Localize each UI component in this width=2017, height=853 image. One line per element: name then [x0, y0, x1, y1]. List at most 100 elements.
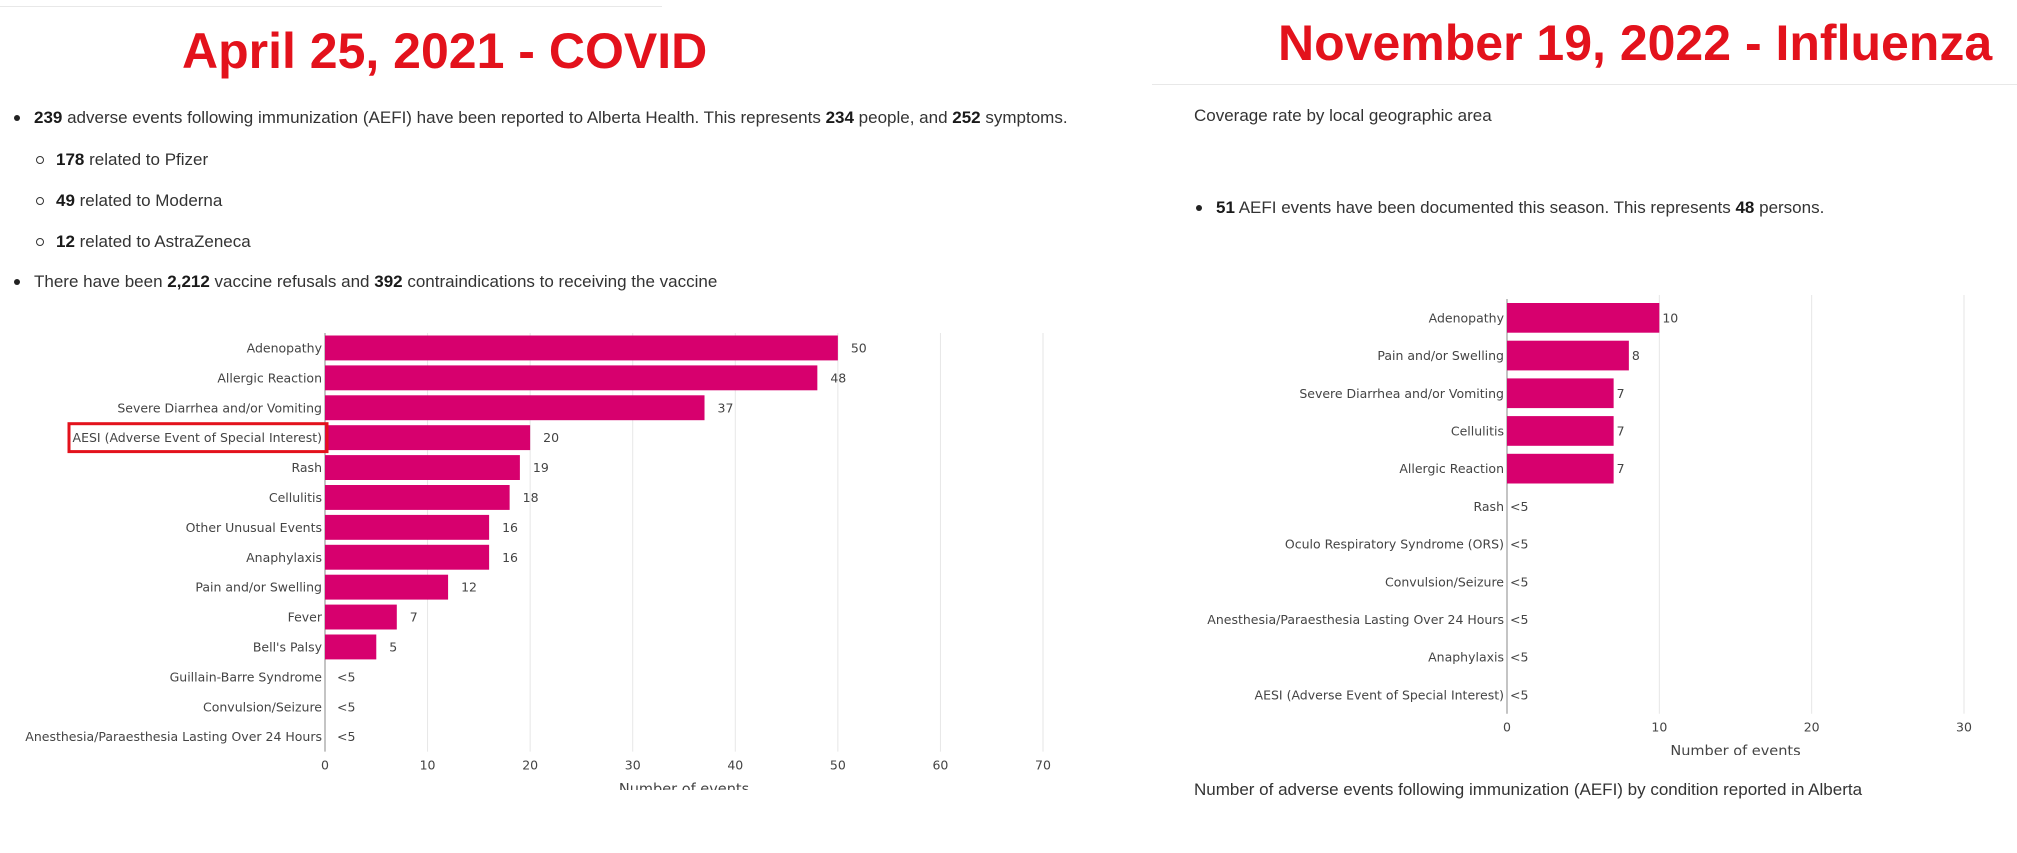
bar — [325, 455, 520, 480]
data-label: 16 — [502, 550, 518, 565]
bar — [1507, 378, 1614, 409]
events-count: 51 — [1216, 198, 1235, 217]
x-tick-label: 0 — [321, 758, 329, 773]
x-tick-label: 30 — [625, 758, 641, 773]
list-item: 49 related to Moderna — [36, 191, 251, 211]
summary-text: symptoms. — [980, 108, 1068, 127]
bullet-icon — [36, 197, 44, 205]
category-label: Bell's Palsy — [253, 639, 323, 654]
persons-count: 48 — [1735, 198, 1755, 217]
list-item: 178 related to Pfizer — [36, 150, 251, 170]
category-label: Severe Diarrhea and/or Vomiting — [117, 400, 322, 415]
refusal-text: There have been — [34, 272, 168, 291]
category-label: AESI (Adverse Event of Special Interest) — [1255, 687, 1504, 702]
summary-text: adverse events following immunization (A… — [62, 108, 826, 127]
data-label: 19 — [533, 460, 549, 475]
bar — [1507, 340, 1629, 371]
vaccine-label: related to Pfizer — [84, 150, 209, 169]
category-label: Fever — [288, 610, 323, 625]
category-label: AESI (Adverse Event of Special Interest) — [73, 430, 322, 445]
refusal-text: contraindications to receiving the vacci… — [402, 272, 718, 291]
left-bar-chart: 0 10 20 30 40 50 60 70 Adenopathy 50 Allergic Reac… — [25, 333, 1051, 790]
data-label: <5 — [1510, 612, 1528, 627]
category-label: Anesthesia/Paraesthesia Lasting Over 24 … — [1207, 612, 1504, 627]
refusal-text: vaccine refusals and — [209, 272, 375, 291]
list-item: 51 AEFI events have been documented this… — [1196, 198, 1825, 218]
bullet-icon — [36, 156, 44, 164]
category-label: Anesthesia/Paraesthesia Lasting Over 24 … — [25, 729, 322, 744]
data-label: 7 — [1617, 423, 1625, 438]
data-label: <5 — [1510, 650, 1528, 665]
category-label: Rash — [291, 460, 322, 475]
refusals-count: 2,212 — [167, 272, 210, 291]
data-label: 12 — [461, 580, 477, 595]
data-label: <5 — [1510, 537, 1528, 552]
x-tick-label: 50 — [830, 758, 846, 773]
data-label: 18 — [523, 490, 539, 505]
data-label: 37 — [718, 400, 734, 415]
x-tick-label: 0 — [1503, 720, 1511, 735]
data-label: 8 — [1632, 348, 1640, 363]
x-tick-label: 30 — [1956, 720, 1972, 735]
category-label: Adenopathy — [1429, 310, 1505, 325]
list-item: 239 adverse events following immunizatio… — [14, 108, 1068, 128]
highlight-box — [67, 422, 329, 454]
summary-text: people, and — [853, 108, 953, 127]
bullet-icon — [36, 238, 44, 246]
left-summary-list: 239 adverse events following immunizatio… — [14, 108, 1068, 128]
bar — [325, 485, 510, 510]
bar — [325, 544, 490, 570]
symptoms-count: 252 — [952, 108, 981, 127]
list-item: 12 related to AstraZeneca — [36, 232, 251, 252]
data-label: 50 — [851, 340, 867, 355]
data-label: <5 — [337, 669, 355, 684]
vaccine-label: related to AstraZeneca — [74, 232, 251, 251]
category-label: Pain and/or Swelling — [1377, 348, 1504, 363]
category-label: Anaphylaxis — [1428, 650, 1504, 665]
left-refusal-list: There have been 2,212 vaccine refusals a… — [14, 272, 718, 292]
x-axis-title: Number of events — [619, 782, 749, 790]
bullet-icon — [14, 279, 20, 285]
data-label: <5 — [337, 729, 355, 744]
category-label: Convulsion/Seizure — [203, 699, 322, 714]
x-axis-title: Number of events — [1670, 744, 1800, 755]
category-label: Allergic Reaction — [1399, 461, 1504, 476]
category-label: Cellulitis — [1451, 423, 1504, 438]
x-tick-label: 70 — [1035, 758, 1051, 773]
vaccine-count: 12 — [56, 232, 75, 251]
people-count: 234 — [825, 108, 854, 127]
data-label: 7 — [410, 610, 418, 625]
bullet-icon — [1196, 205, 1202, 211]
right-summary-list: 51 AEFI events have been documented this… — [1196, 198, 1825, 218]
data-label: <5 — [1510, 687, 1528, 702]
bar — [1507, 303, 1660, 333]
data-label: <5 — [337, 699, 355, 714]
category-label: Adenopathy — [247, 340, 323, 355]
x-tick-label: 10 — [420, 758, 436, 773]
bar — [325, 395, 705, 421]
right-title: November 19, 2022 - Influenza — [1278, 15, 1993, 71]
coverage-rate-heading: Coverage rate by local geographic area — [1194, 106, 1492, 125]
chart-caption: Number of adverse events following immun… — [1194, 780, 1863, 799]
right-top-rule — [1152, 84, 2017, 85]
x-tick-label: 20 — [522, 758, 538, 773]
x-tick-label: 60 — [932, 758, 948, 773]
category-label: Guillain-Barre Syndrome — [170, 669, 323, 684]
data-label: 16 — [502, 520, 518, 535]
data-label: 7 — [1617, 386, 1625, 401]
bar — [1507, 416, 1614, 446]
data-label: 7 — [1617, 461, 1625, 476]
bar — [1507, 453, 1614, 484]
left-vaccine-list: 178 related to Pfizer 49 related to Mode… — [36, 150, 251, 252]
right-bar-chart: 0 10 20 30 Adenopathy 10 Pain and/or Swelling 8… — [1207, 295, 1972, 755]
vaccine-count: 178 — [56, 150, 85, 169]
vaccine-label: related to Moderna — [74, 191, 223, 210]
data-label: <5 — [1510, 499, 1528, 514]
events-count: 239 — [34, 108, 63, 127]
data-label: 10 — [1662, 310, 1678, 325]
data-label: 48 — [830, 370, 846, 385]
bar — [325, 365, 818, 391]
data-label: 20 — [543, 430, 559, 445]
summary-text: persons. — [1754, 198, 1825, 217]
x-tick-label: 20 — [1804, 720, 1820, 735]
